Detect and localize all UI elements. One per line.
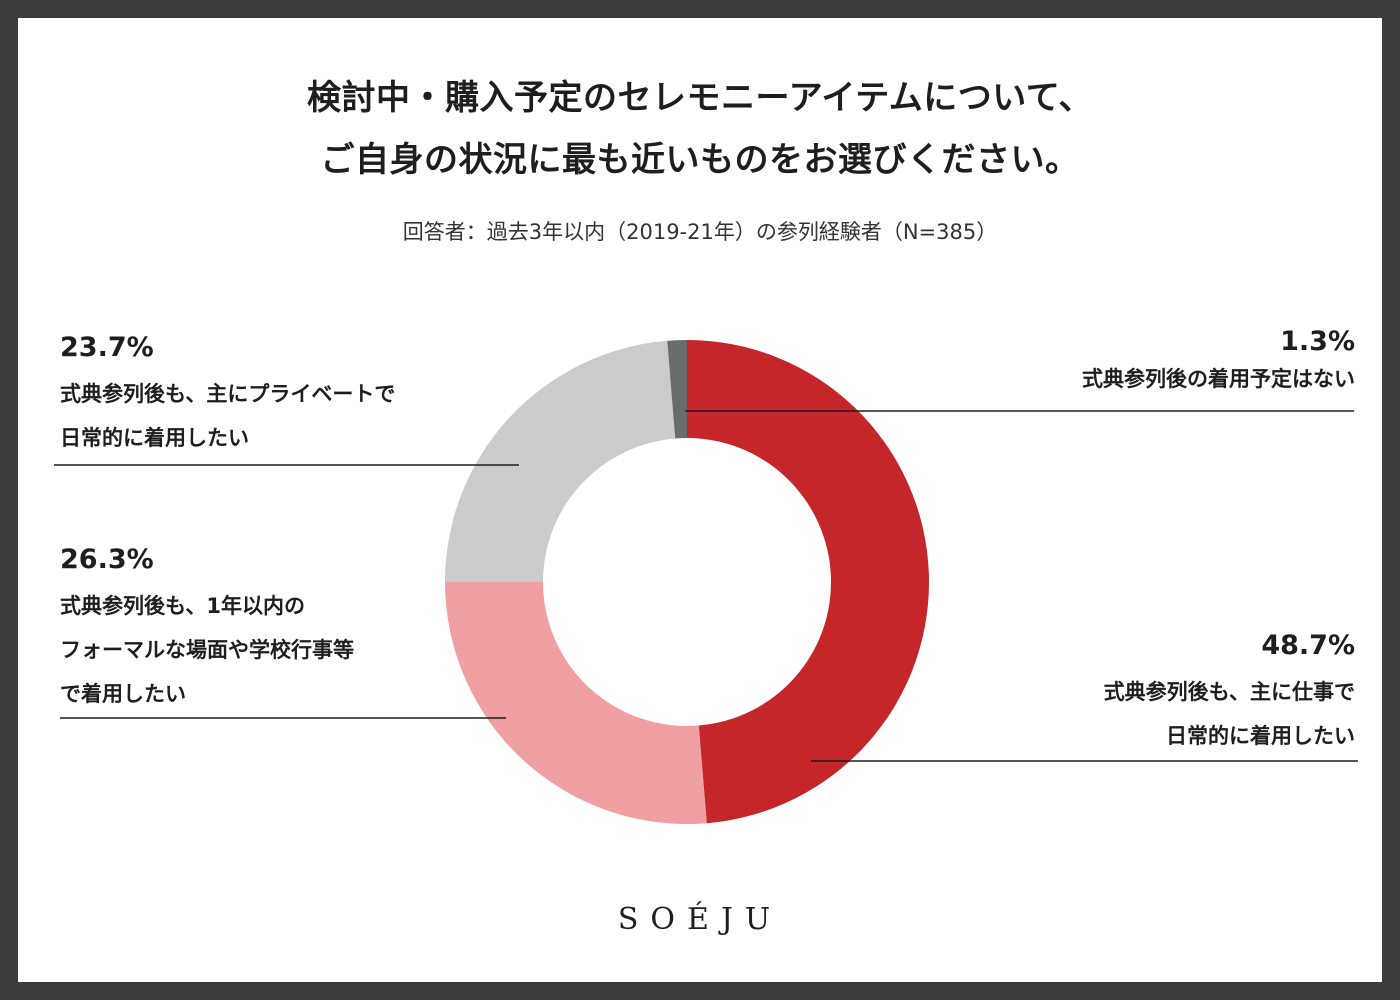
slice-formal-percent: 26.3% [60,544,154,575]
soeju-logo: SOÉJU [617,902,783,937]
chart-subtitle: 回答者：過去3年以内（2019-21年）の参列経験者（N=385） [402,220,998,244]
slice-work-label-line-1: 式典参列後も、主に仕事で [1103,680,1355,704]
slice-private-label-line-1: 式典参列後も、主にプライベートで [60,382,396,406]
slice-private-percent: 23.7% [60,332,154,363]
donut-slice-formal [445,582,707,825]
slice-formal-label-line-1: 式典参列後も、1年以内の [60,594,305,618]
donut-slice-none [667,340,687,439]
chart-frame: 検討中・購入予定のセレモニーアイテムについて、 ご自身の状況に最も近いものをお選… [18,18,1382,982]
slice-none-label-line-1: 式典参列後の着用予定はない [1082,367,1355,391]
slice-work-percent: 48.7% [1261,630,1355,661]
donut-slice-work [687,340,929,824]
slice-private-label-line-2: 日常的に着用したい [60,426,249,450]
donut-slice-private [445,340,676,582]
slice-work-label: 式典参列後も、主に仕事で 日常的に着用したい [1104,670,1355,758]
donut-chart [54,340,1358,825]
slice-none-label: 式典参列後の着用予定はない [1082,357,1355,401]
slice-work-label-line-2: 日常的に着用したい [1166,724,1355,748]
chart-title-line-1: 検討中・購入予定のセレモニーアイテムについて、 [306,78,1094,118]
slice-formal-label-line-2: フォーマルな場面や学校行事等 [60,638,354,662]
slice-formal-label: 式典参列後も、1年以内の フォーマルな場面や学校行事等 で着用したい [60,584,354,716]
chart-title-line-2: ご自身の状況に最も近いものをお選びください。 [320,140,1080,180]
slice-none-percent: 1.3% [1280,326,1355,357]
slice-formal-label-line-3: で着用したい [60,682,186,706]
slice-private-label: 式典参列後も、主にプライベートで 日常的に着用したい [60,372,395,460]
